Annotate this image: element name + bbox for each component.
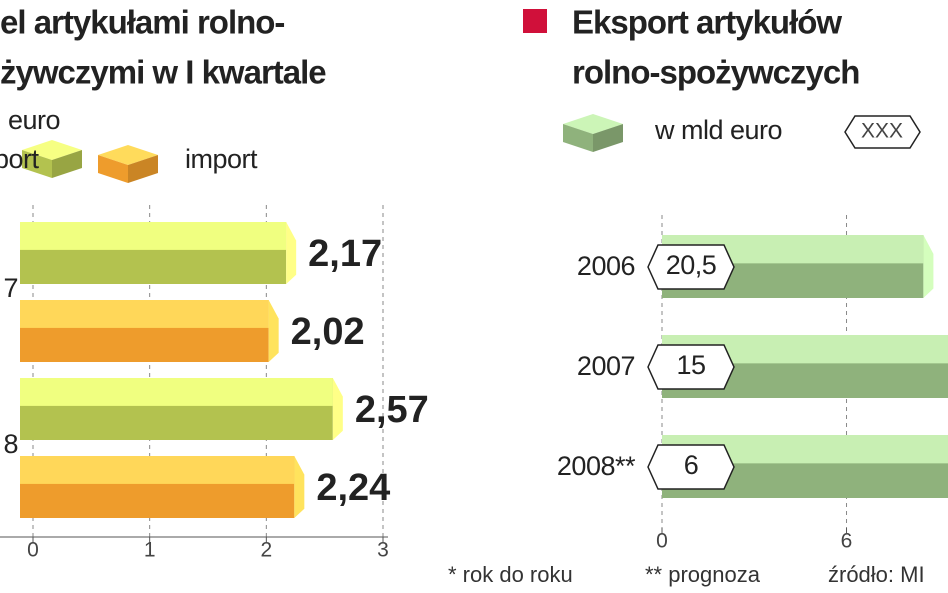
legend-icon [593, 124, 623, 152]
bar-top [20, 300, 269, 328]
x-tick-label: 3 [377, 539, 389, 562]
bar-top [20, 378, 333, 406]
footnote: źródło: MI [828, 562, 925, 587]
chart-title: żywczymi w I kwartale [0, 54, 326, 91]
legend-icon [128, 155, 158, 183]
value-label: 2,24 [316, 467, 390, 509]
badge-label: 20,5 [666, 250, 717, 280]
x-tick-label: 6 [841, 530, 853, 553]
legend-icon [22, 150, 52, 178]
category-label: 2007 [577, 351, 635, 381]
legend-icon [563, 124, 593, 152]
legend-label: XXX [861, 120, 903, 143]
badge-label: 15 [676, 350, 705, 380]
legend-icon [52, 150, 82, 178]
legend-label: import [185, 144, 258, 174]
category-label: 8 [3, 429, 18, 459]
bar-cap [332, 378, 343, 440]
value-label: 2,02 [291, 311, 365, 353]
footnote: ** prognoza [645, 562, 761, 587]
badge [844, 115, 921, 149]
x-tick-label: 0 [27, 539, 39, 562]
bar-top [20, 222, 287, 250]
chart: el artykułami rolno-żywczymi w I kwartal… [0, 4, 429, 562]
bar-cap [268, 300, 279, 362]
x-tick-label: 2 [260, 539, 272, 562]
category-label: 2006 [577, 251, 635, 281]
value-label: 2,57 [355, 389, 429, 431]
category-label: 7 [3, 273, 18, 303]
value-label: 2,17 [308, 233, 382, 275]
subtitle: euro [8, 105, 60, 135]
badge [647, 444, 735, 490]
legend-label: port [0, 144, 40, 174]
legend-icon [98, 155, 128, 183]
badge [647, 344, 735, 390]
footnote: * rok do roku [448, 562, 573, 587]
x-tick-label: 1 [144, 539, 156, 562]
bar-cap [294, 456, 305, 518]
bar-top [20, 456, 295, 484]
chart-title: Eksport artykułów [572, 4, 842, 41]
title-marker [523, 9, 547, 33]
badge-label: 6 [684, 450, 699, 480]
chart-title: rolno-spożywczych [572, 54, 859, 91]
legend-label: w mld euro [654, 115, 782, 145]
category-label: 2008** [557, 451, 636, 481]
chart: Eksport artykułów rolno-spożywczych 0 6 w ml… [557, 4, 948, 553]
bar-cap [923, 235, 934, 298]
x-tick-label: 0 [656, 530, 668, 553]
chart-title: el artykułami rolno- [0, 4, 284, 41]
badge [647, 244, 735, 290]
bar-cap [286, 222, 297, 284]
